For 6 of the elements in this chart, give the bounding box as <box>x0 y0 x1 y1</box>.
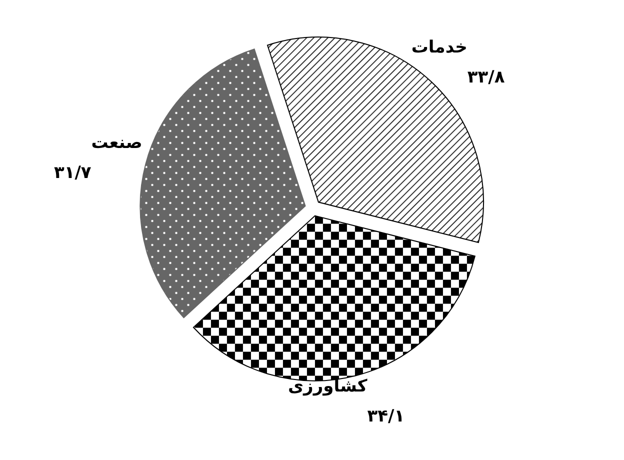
data-label: ۳۳/۸ <box>467 68 506 88</box>
data-label: ۳۱/۷ <box>54 163 92 184</box>
slice-label: خدمات <box>411 38 468 58</box>
slice-label: صنعت <box>91 133 142 154</box>
data-label: ۳۴/۱ <box>367 406 405 426</box>
slice-label: کشاورزی <box>288 376 368 396</box>
